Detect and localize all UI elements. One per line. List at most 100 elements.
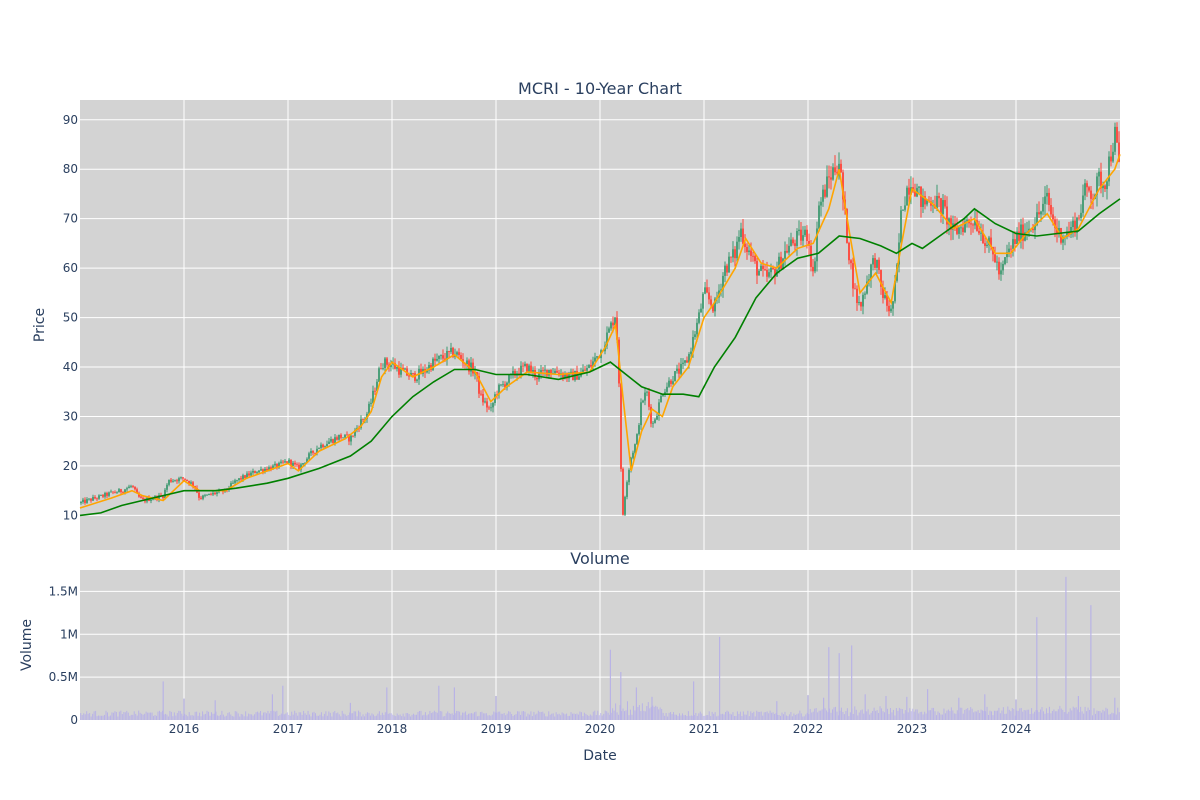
volume-bar [598,715,600,720]
volume-bar [775,713,777,720]
candle-body [334,437,336,444]
volume-bar [242,714,244,720]
volume-bar [194,711,196,720]
volume-bar [442,716,444,720]
volume-bar [796,714,798,720]
volume-bar [169,710,171,720]
volume-bar [687,711,689,720]
candle-body [354,429,356,436]
volume-bar [129,715,131,720]
candle-body [798,229,800,232]
candle-body [210,493,212,495]
candle-body [1082,195,1084,213]
volume-bar [548,711,550,720]
volume-bar [860,710,862,720]
candle-body [654,419,656,423]
volume-bar [812,711,814,720]
candle-body [390,364,392,368]
volume-bar [570,712,572,720]
candle-body [788,245,790,253]
volume-bar [317,715,319,720]
volume-bar [154,715,156,720]
volume-bar [815,708,817,720]
price-candles [80,122,1120,516]
volume-bar [609,649,611,720]
volume-bar [573,713,575,720]
volume-bar [892,709,894,720]
volume-bar [985,711,987,720]
candle-body [804,229,806,236]
candle-body [402,367,404,370]
candle-body [642,400,644,403]
candle-body [834,167,836,173]
volume-bar [210,712,212,720]
candle-body [202,495,204,499]
candle-body [1066,231,1068,237]
volume-bar [946,710,948,720]
volume-bar [583,712,585,720]
volume-bar [414,714,416,720]
candle-body [662,394,664,397]
volume-bar [512,715,514,720]
volume-bar [200,716,202,720]
candle-body [444,358,446,360]
candle-body [264,468,266,472]
volume-bar [919,712,921,720]
volume-bar [423,714,425,720]
volume-bar [873,707,875,720]
candle-body [90,498,92,501]
volume-bar [358,710,360,720]
candle-body [878,259,880,271]
volume-bar [1112,713,1114,720]
candle-body [192,482,194,487]
volume-bar [924,711,926,720]
volume-bar [380,715,382,720]
candle-body [128,486,130,489]
volume-bar [316,715,318,720]
candle-body [1102,185,1104,189]
candle-body [814,261,816,272]
volume-bar [790,712,792,720]
volume-bar [184,713,186,720]
candle-body [266,468,268,471]
candle-body [168,479,170,485]
candle-body [636,434,638,445]
volume-bar [730,714,732,720]
volume-bar [260,710,262,720]
candle-body [988,237,990,245]
volume-bar [1048,706,1050,720]
candle-body [796,231,798,246]
volume-bar [612,708,614,720]
volume-bar [1066,713,1068,720]
volume-bar [765,712,767,720]
volume-bar [487,715,489,720]
volume-bar [349,702,351,720]
candle-body [824,189,826,197]
volume-bar [668,712,670,720]
candle-body [106,492,108,496]
volume-bar [897,710,899,720]
candle-body [238,478,240,481]
volume-bar [332,712,334,720]
volume-bar [1083,713,1085,720]
volume-bar [928,710,930,720]
candle-body [774,268,776,277]
candle-body [1042,203,1044,212]
volume-bar [1069,708,1071,720]
volume-bar [713,713,715,720]
volume-bar [747,710,749,720]
volume-bar [576,713,578,720]
volume-bar [109,715,111,720]
volume-bar [393,715,395,720]
volume-bar [1089,709,1091,720]
volume-bar [879,706,881,720]
volume-bar [214,700,216,720]
ma-long-line [79,198,1121,517]
candle-body [858,302,860,303]
volume-bar [876,710,878,720]
volume-bar [450,713,452,720]
volume-bar [662,712,664,720]
candle-body [1034,225,1036,231]
volume-bar [698,713,700,720]
candle-body [484,401,486,403]
